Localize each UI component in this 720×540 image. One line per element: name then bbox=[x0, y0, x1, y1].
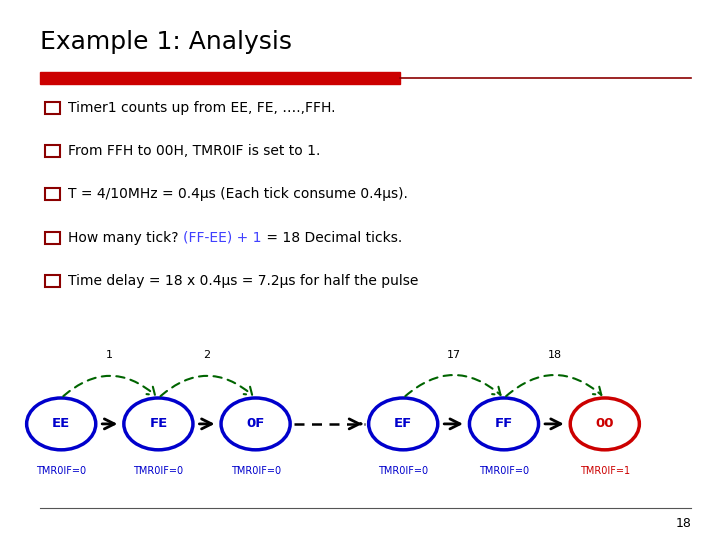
Text: Time delay = 18 x 0.4μs = 7.2μs for half the pulse: Time delay = 18 x 0.4μs = 7.2μs for half… bbox=[68, 274, 419, 288]
Text: TMR0IF=0: TMR0IF=0 bbox=[230, 466, 281, 476]
Text: T = 4/10MHz = 0.4μs (Each tick consume 0.4μs).: T = 4/10MHz = 0.4μs (Each tick consume 0… bbox=[68, 187, 408, 201]
Text: Timer1 counts up from EE, FE, ….,FFH.: Timer1 counts up from EE, FE, ….,FFH. bbox=[68, 101, 336, 115]
Text: EF: EF bbox=[394, 417, 413, 430]
Text: 1: 1 bbox=[107, 350, 113, 360]
Text: 18: 18 bbox=[547, 350, 562, 360]
Text: = 18 Decimal ticks.: = 18 Decimal ticks. bbox=[262, 231, 402, 245]
Text: 00: 00 bbox=[595, 417, 614, 430]
FancyBboxPatch shape bbox=[45, 188, 60, 200]
Text: TMR0IF=0: TMR0IF=0 bbox=[36, 466, 86, 476]
FancyBboxPatch shape bbox=[45, 275, 60, 287]
Text: Example 1: Analysis: Example 1: Analysis bbox=[40, 30, 292, 53]
Text: 17: 17 bbox=[446, 350, 461, 360]
Text: 18: 18 bbox=[675, 517, 691, 530]
Text: 0F: 0F bbox=[246, 417, 265, 430]
Text: FE: FE bbox=[149, 417, 168, 430]
Text: From FFH to 00H, TMR0IF is set to 1.: From FFH to 00H, TMR0IF is set to 1. bbox=[68, 144, 321, 158]
Text: 2: 2 bbox=[204, 350, 210, 360]
Text: TMR0IF=0: TMR0IF=0 bbox=[378, 466, 428, 476]
Text: (FF-EE) + 1: (FF-EE) + 1 bbox=[184, 231, 262, 245]
Bar bbox=[40, 72, 400, 84]
Text: How many tick?: How many tick? bbox=[68, 231, 184, 245]
FancyBboxPatch shape bbox=[45, 102, 60, 114]
Text: TMR0IF=1: TMR0IF=1 bbox=[580, 466, 630, 476]
Text: EE: EE bbox=[52, 417, 71, 430]
FancyBboxPatch shape bbox=[45, 145, 60, 157]
Text: FF: FF bbox=[495, 417, 513, 430]
Text: TMR0IF=0: TMR0IF=0 bbox=[479, 466, 529, 476]
Text: TMR0IF=0: TMR0IF=0 bbox=[133, 466, 184, 476]
FancyBboxPatch shape bbox=[45, 232, 60, 244]
